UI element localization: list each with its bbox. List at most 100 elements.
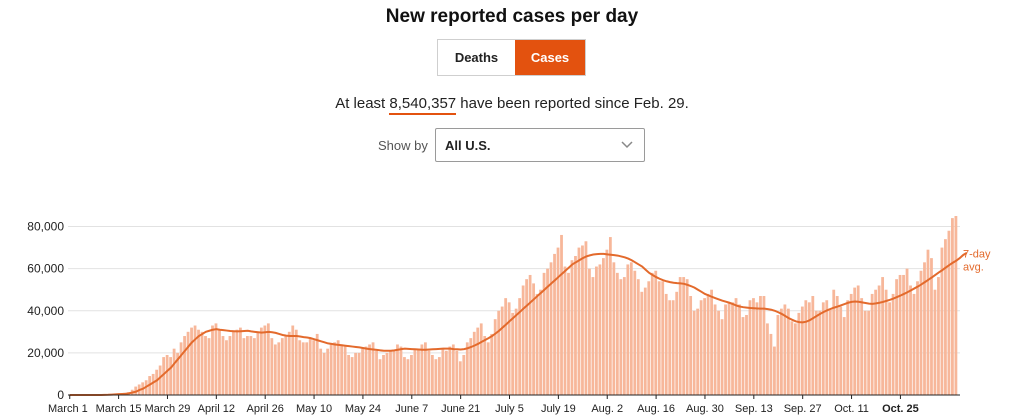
bar xyxy=(176,352,179,395)
bar xyxy=(926,249,930,395)
bar xyxy=(532,283,535,395)
bar xyxy=(549,262,553,395)
bar xyxy=(343,346,347,395)
bar xyxy=(462,354,466,395)
bar xyxy=(266,323,270,395)
bar xyxy=(347,354,351,395)
bar xyxy=(413,348,417,395)
bar xyxy=(158,365,162,395)
bar xyxy=(891,293,895,395)
bar xyxy=(364,346,368,395)
bar xyxy=(650,272,654,395)
bar xyxy=(312,340,316,395)
bar xyxy=(863,310,867,395)
bar xyxy=(556,247,560,395)
bar xyxy=(406,359,410,395)
avg-label-line1: 7-day xyxy=(963,249,991,261)
bar xyxy=(207,338,211,395)
x-axis-ticks: March 1 March 15 March 29 April 12 April 26 M… xyxy=(48,395,919,415)
bar xyxy=(277,342,281,395)
bar xyxy=(598,264,602,395)
bar xyxy=(371,342,375,395)
bar xyxy=(783,304,787,395)
bar xyxy=(814,310,818,395)
bar xyxy=(190,327,193,395)
bar xyxy=(786,308,790,395)
bar xyxy=(668,300,672,395)
bar xyxy=(671,300,675,395)
summary-text: At least 8,540,357 have been reported si… xyxy=(0,95,1024,115)
bar xyxy=(298,340,302,395)
bar xyxy=(479,323,483,395)
bar xyxy=(497,310,501,395)
x-tick-label: March 29 xyxy=(145,403,191,415)
bar xyxy=(581,245,584,395)
bar xyxy=(441,348,445,395)
bar xyxy=(856,285,860,395)
bar xyxy=(357,352,361,395)
bar xyxy=(727,302,731,395)
bar xyxy=(270,338,274,395)
bar xyxy=(877,285,881,395)
bar xyxy=(622,277,626,395)
bar xyxy=(486,342,490,395)
bar xyxy=(193,325,197,395)
deaths-toggle-button[interactable]: Deaths xyxy=(438,40,515,75)
bar xyxy=(455,350,459,395)
bar xyxy=(846,300,850,395)
bar xyxy=(807,302,811,395)
cases-toggle-button[interactable]: Cases xyxy=(515,40,585,75)
total-cases-value: 8,540,357 xyxy=(389,95,457,115)
bar xyxy=(427,350,431,395)
bar xyxy=(734,298,738,395)
bar xyxy=(912,293,916,395)
bar xyxy=(469,338,473,395)
bar xyxy=(410,354,413,395)
bar xyxy=(211,325,214,395)
x-tick-label: Aug. 30 xyxy=(686,403,724,415)
region-select[interactable]: All U.S. xyxy=(435,128,645,162)
bar xyxy=(542,272,546,395)
bar xyxy=(560,234,563,395)
bar xyxy=(507,302,511,395)
x-tick-label: Aug. 2 xyxy=(591,403,623,415)
x-tick-label: Sep. 27 xyxy=(784,403,822,415)
bar xyxy=(232,331,235,395)
bar xyxy=(780,308,783,395)
bar xyxy=(256,331,260,395)
bar xyxy=(315,333,319,395)
bar xyxy=(434,359,438,395)
bar xyxy=(535,293,539,395)
bar xyxy=(430,354,434,395)
bar xyxy=(595,266,598,395)
bar xyxy=(773,346,776,395)
metric-toggle: Deaths Cases xyxy=(437,39,586,76)
bar xyxy=(169,357,173,395)
bar xyxy=(396,344,399,395)
bar xyxy=(689,296,693,395)
bar xyxy=(657,281,661,395)
bar xyxy=(504,298,508,395)
y-axis-ticks: 0 20,000 40,000 60,000 80,000 xyxy=(27,220,64,402)
bar xyxy=(444,350,448,395)
bar xyxy=(633,270,637,395)
bar xyxy=(563,266,567,395)
bar xyxy=(361,348,364,395)
bar xyxy=(745,314,748,395)
bar xyxy=(752,298,755,395)
bar xyxy=(692,310,696,395)
bar xyxy=(839,306,843,395)
bar xyxy=(200,331,204,395)
y-tick-label: 80,000 xyxy=(27,220,64,234)
bar xyxy=(305,342,309,395)
bar xyxy=(804,300,808,395)
bar xyxy=(493,319,497,395)
bar xyxy=(951,218,954,395)
bar xyxy=(675,291,679,395)
bar xyxy=(902,274,905,395)
bar xyxy=(514,308,518,395)
bar xyxy=(172,348,176,395)
bar xyxy=(923,262,926,395)
bar xyxy=(287,331,291,395)
chart-bars xyxy=(99,216,958,395)
